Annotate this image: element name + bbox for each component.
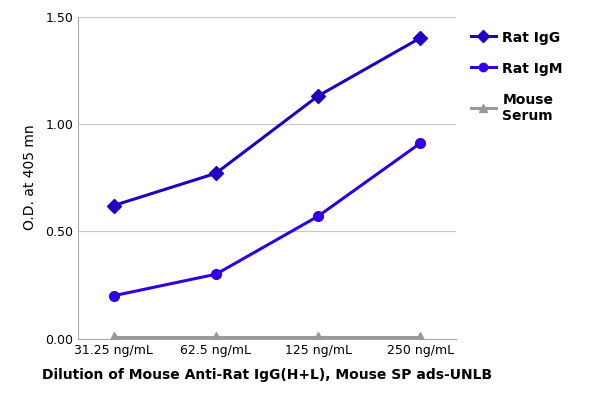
Rat IgM [314, 214, 322, 219]
Rat IgM [416, 141, 424, 146]
Mouse
Serum [416, 334, 424, 339]
Line: Rat IgG: Rat IgG [109, 33, 425, 210]
Rat IgG [416, 36, 424, 40]
Rat IgG [110, 203, 118, 208]
Mouse
Serum [110, 334, 118, 339]
Rat IgM [212, 272, 220, 277]
Mouse
Serum [314, 334, 322, 339]
Line: Rat IgM: Rat IgM [109, 138, 425, 301]
Rat IgM [110, 293, 118, 298]
Rat IgG [212, 171, 220, 176]
Rat IgG [314, 93, 322, 98]
Legend: Rat IgG, Rat IgM, Mouse
Serum: Rat IgG, Rat IgM, Mouse Serum [470, 30, 563, 123]
Mouse
Serum [212, 334, 220, 339]
Y-axis label: O.D. at 405 mn: O.D. at 405 mn [23, 125, 37, 230]
Line: Mouse
Serum: Mouse Serum [109, 332, 425, 342]
X-axis label: Dilution of Mouse Anti-Rat IgG(H+L), Mouse SP ads-UNLB: Dilution of Mouse Anti-Rat IgG(H+L), Mou… [42, 368, 492, 382]
